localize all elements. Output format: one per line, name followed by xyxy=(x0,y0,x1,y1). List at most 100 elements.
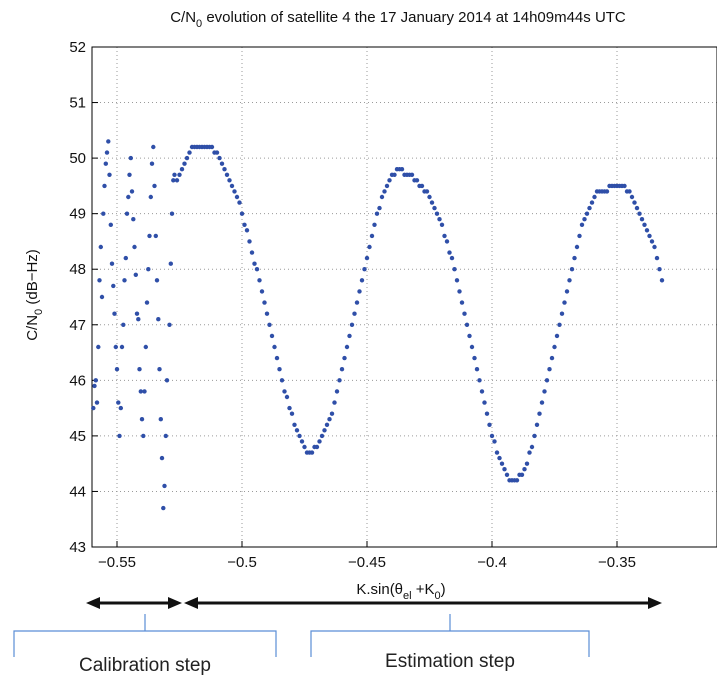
data-point xyxy=(437,217,442,222)
data-point xyxy=(322,428,327,433)
data-point xyxy=(489,433,495,439)
data-point xyxy=(427,194,432,200)
data-point xyxy=(349,322,355,327)
data-point xyxy=(163,433,168,439)
data-point xyxy=(654,255,660,261)
data-point xyxy=(152,183,157,189)
data-point xyxy=(113,344,119,350)
data-point xyxy=(382,189,387,194)
data-point xyxy=(172,172,177,177)
data-point xyxy=(147,233,152,239)
data-point xyxy=(168,261,173,266)
data-point xyxy=(162,483,167,489)
data-point xyxy=(179,167,185,172)
data-point xyxy=(329,411,335,416)
data-point xyxy=(459,300,465,305)
y-axis-title: C/N0 (dB−Hz) xyxy=(24,249,45,341)
data-point xyxy=(279,378,285,383)
data-point xyxy=(552,344,557,350)
data-point xyxy=(159,455,165,461)
y-axis: 43 44 45 46 47 48 49 50 51 52 xyxy=(69,39,98,556)
estimation-bracket xyxy=(310,614,590,657)
data-point xyxy=(143,344,148,350)
data-point xyxy=(447,250,452,255)
data-point xyxy=(187,150,192,155)
data-point xyxy=(142,389,147,394)
data-point xyxy=(98,244,104,250)
data-point xyxy=(467,333,472,339)
data-point xyxy=(387,178,392,183)
data-point xyxy=(122,278,127,283)
data-point xyxy=(567,278,572,283)
x-tick-label: −0.5 xyxy=(227,554,257,571)
data-point xyxy=(534,422,540,427)
grid xyxy=(92,47,717,547)
data-point xyxy=(317,439,322,444)
data-point xyxy=(327,417,332,422)
data-point xyxy=(354,300,360,305)
data-point xyxy=(184,155,190,161)
data-point xyxy=(138,389,143,394)
data-point xyxy=(319,433,325,439)
data-point xyxy=(492,439,497,444)
data-point xyxy=(632,200,637,205)
data-point xyxy=(149,161,155,166)
data-point xyxy=(289,411,295,416)
data-point xyxy=(344,344,350,350)
data-point xyxy=(101,211,106,216)
data-point xyxy=(269,333,275,339)
data-point xyxy=(392,172,397,177)
y-tick-label: 49 xyxy=(69,206,86,223)
data-point xyxy=(579,222,585,227)
data-point xyxy=(91,405,96,411)
data-point xyxy=(549,355,555,361)
data-point xyxy=(414,178,420,183)
data-point xyxy=(524,461,530,466)
data-point xyxy=(587,205,592,211)
data-point xyxy=(479,389,485,394)
data-point xyxy=(224,172,230,177)
data-point xyxy=(127,172,132,177)
data-point xyxy=(589,200,595,205)
data-point xyxy=(359,278,365,283)
data-point xyxy=(237,200,242,205)
data-point xyxy=(219,161,225,166)
data-point xyxy=(126,194,131,200)
data-point xyxy=(169,211,175,216)
data-point xyxy=(434,211,440,216)
data-point xyxy=(151,144,156,150)
data-point xyxy=(379,194,385,200)
data-point xyxy=(124,211,130,216)
data-point xyxy=(464,322,470,327)
data-point xyxy=(102,183,107,189)
y-tick-label: 47 xyxy=(69,317,86,334)
data-point xyxy=(384,183,390,189)
data-point xyxy=(399,167,405,172)
data-point xyxy=(569,267,575,272)
data-point xyxy=(229,183,235,189)
data-point xyxy=(107,172,112,177)
data-point xyxy=(527,450,532,455)
data-point xyxy=(297,433,302,439)
data-point xyxy=(112,311,117,316)
data-point xyxy=(104,150,110,155)
data-point xyxy=(529,444,535,450)
data-point xyxy=(342,355,347,361)
data-point xyxy=(522,467,527,472)
plot-frame xyxy=(91,46,717,548)
data-point xyxy=(214,150,220,155)
data-point xyxy=(352,311,357,316)
data-point xyxy=(93,378,99,383)
x-axis: −0.55 −0.5 −0.45 −0.4 −0.35 xyxy=(98,541,636,571)
data-point xyxy=(272,344,277,350)
y-tick-label: 43 xyxy=(69,539,86,556)
data-point xyxy=(637,211,642,216)
data-point xyxy=(532,433,537,439)
data-point xyxy=(96,344,101,350)
data-point xyxy=(442,233,447,239)
data-point xyxy=(539,400,545,405)
data-point xyxy=(137,367,142,372)
estimation-step-label: Estimation step xyxy=(385,651,515,672)
data-point xyxy=(454,278,460,283)
calibration-step-label: Calibration step xyxy=(79,655,211,676)
